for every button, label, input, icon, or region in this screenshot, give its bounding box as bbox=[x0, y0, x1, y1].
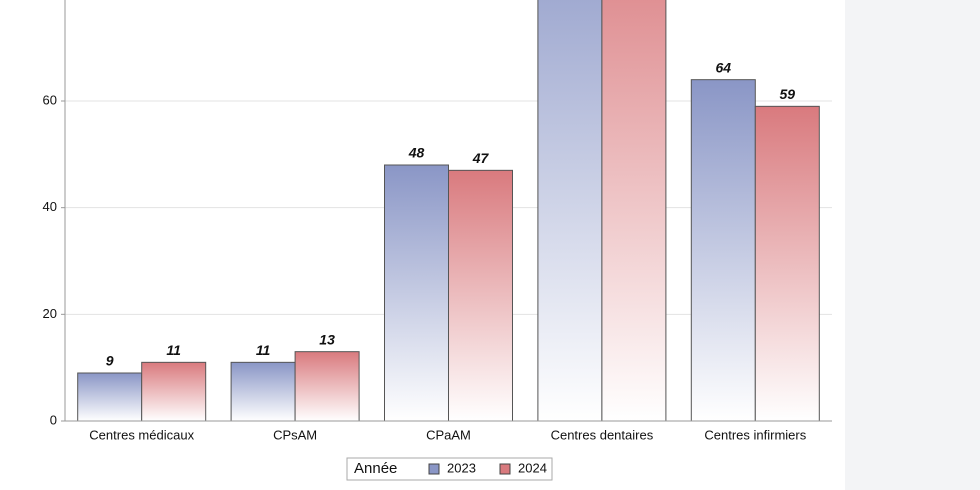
x-tick-label: CPaAM bbox=[426, 427, 471, 442]
legend-swatch bbox=[428, 463, 440, 475]
legend-swatch bbox=[499, 463, 511, 475]
side-panel bbox=[845, 0, 980, 490]
bar bbox=[294, 351, 360, 422]
value-label: 13 bbox=[319, 331, 335, 347]
y-tick-label: 60 bbox=[43, 92, 57, 107]
value-label: 64 bbox=[716, 59, 732, 75]
bar bbox=[601, 0, 667, 422]
bar bbox=[448, 169, 513, 422]
value-label: 11 bbox=[256, 342, 271, 358]
value-label: 9 bbox=[106, 353, 114, 369]
x-tick-label: Centres dentaires bbox=[551, 427, 654, 442]
plot-area: 9111113484798956459 bbox=[65, 0, 832, 422]
y-tick-label: 0 bbox=[50, 412, 57, 427]
y-tick-label: 40 bbox=[43, 199, 57, 214]
value-label: 47 bbox=[472, 150, 490, 166]
bar bbox=[754, 105, 820, 422]
value-label: 11 bbox=[166, 342, 181, 358]
x-tick-label: CPsAM bbox=[273, 427, 317, 442]
legend-label: 2024 bbox=[518, 460, 547, 475]
bar bbox=[230, 361, 296, 422]
legend-title: Année bbox=[354, 460, 397, 477]
x-tick-label: Centres médicaux bbox=[89, 427, 194, 442]
bar bbox=[690, 79, 756, 422]
value-label: 59 bbox=[780, 86, 796, 102]
value-label: 48 bbox=[408, 145, 425, 161]
bar bbox=[77, 372, 143, 422]
bar bbox=[141, 361, 207, 422]
x-tick-label: Centres infirmiers bbox=[704, 427, 806, 442]
bar bbox=[537, 0, 603, 422]
legend-label: 2023 bbox=[447, 460, 476, 475]
y-tick-label: 20 bbox=[43, 306, 57, 321]
bar bbox=[384, 164, 449, 422]
